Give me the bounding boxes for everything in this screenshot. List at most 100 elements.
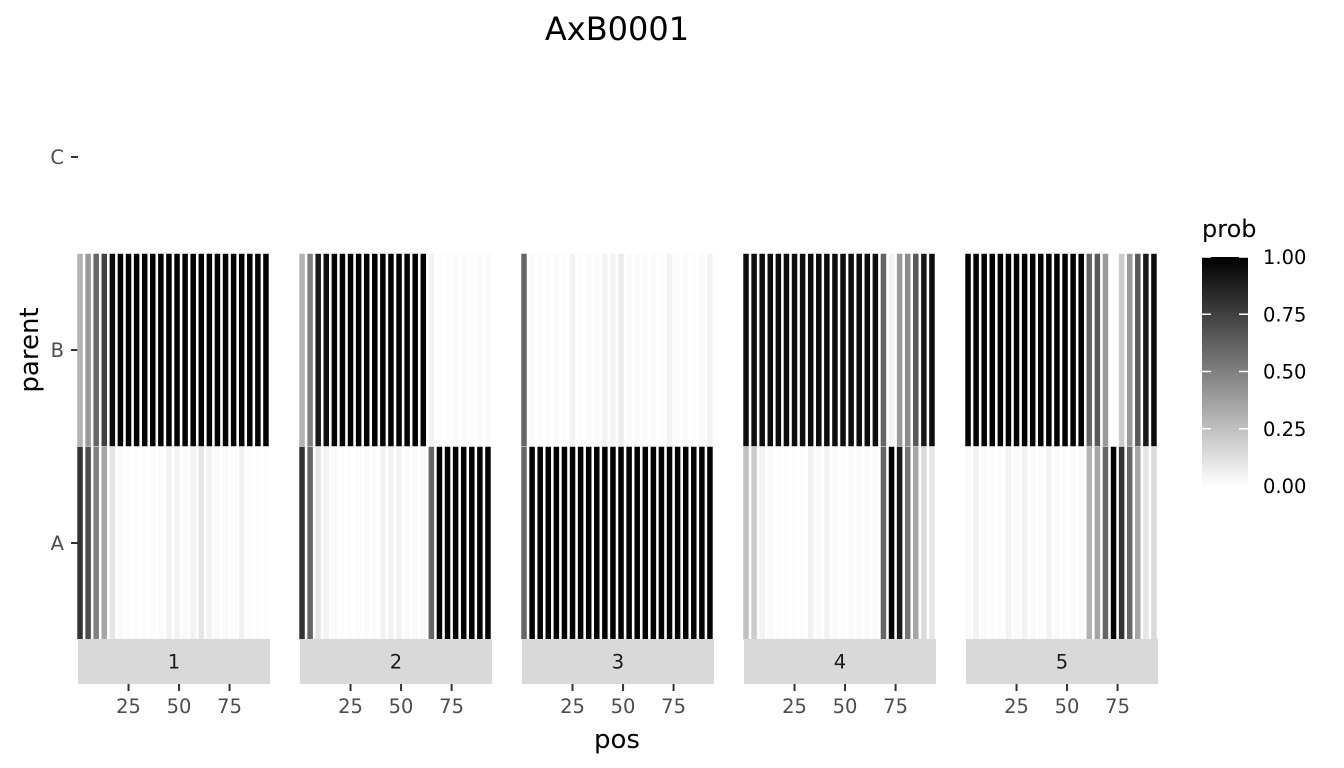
heat-cell xyxy=(545,253,552,447)
heat-cell xyxy=(1086,253,1093,447)
heat-cell xyxy=(1013,253,1020,447)
heat-cell xyxy=(929,446,935,640)
heat-cell xyxy=(363,253,370,447)
heat-cell xyxy=(816,253,822,447)
heat-cell xyxy=(117,446,124,640)
facet-strip-label: 2 xyxy=(390,651,402,674)
heat-cell xyxy=(674,446,681,640)
heat-cell xyxy=(347,253,354,447)
heat-cell xyxy=(125,253,132,447)
heat-cell xyxy=(1110,446,1117,640)
heat-cell xyxy=(1070,446,1076,640)
heat-cell xyxy=(372,446,378,640)
heat-cell xyxy=(1102,253,1109,447)
legend-label: 1.00 xyxy=(1263,246,1306,269)
heat-cell xyxy=(682,253,689,447)
heat-cell xyxy=(1029,446,1036,640)
heat-cell xyxy=(981,446,987,640)
heat-cell xyxy=(190,253,196,447)
facet-panel-4: 4 25 50 75 xyxy=(743,253,936,718)
heat-cell xyxy=(150,446,156,640)
x-tick-label: 25 xyxy=(1004,695,1029,718)
x-tick-label: 75 xyxy=(217,695,242,718)
legend-label: 0.25 xyxy=(1263,418,1306,441)
x-tick-label: 25 xyxy=(782,695,807,718)
heat-cell xyxy=(650,253,657,447)
heat-cell xyxy=(666,446,673,640)
heat-cell xyxy=(247,446,253,640)
heat-cell xyxy=(307,253,313,447)
heat-cell xyxy=(299,446,305,640)
heat-cell xyxy=(775,253,782,447)
heat-cell xyxy=(238,446,245,640)
heat-cell xyxy=(263,446,269,640)
heat-cell xyxy=(230,253,237,447)
heat-cell xyxy=(921,253,927,447)
heat-cell xyxy=(255,253,261,447)
heat-cell xyxy=(896,446,903,640)
facet-strip xyxy=(78,639,270,684)
heat-cell xyxy=(339,253,346,447)
heat-cell xyxy=(904,446,911,640)
heat-cell xyxy=(158,253,164,447)
heat-cell xyxy=(93,253,99,447)
heat-cell xyxy=(141,446,148,640)
heat-cell xyxy=(807,446,814,640)
heat-cell xyxy=(428,446,435,640)
heat-cell xyxy=(315,446,321,640)
heat-cell xyxy=(460,253,467,447)
heat-cell xyxy=(85,253,91,447)
heat-cell xyxy=(989,446,996,640)
x-tick-label: 50 xyxy=(167,695,192,718)
heat-cell xyxy=(444,446,451,640)
heat-cell xyxy=(707,446,713,640)
heat-cell xyxy=(913,253,919,447)
heat-cell xyxy=(751,253,757,447)
legend-label: 0.75 xyxy=(1263,303,1306,326)
heat-cell xyxy=(133,253,140,447)
heat-cell xyxy=(158,446,164,640)
heat-cell xyxy=(1021,253,1028,447)
heat-cell xyxy=(783,253,790,447)
heat-cell xyxy=(1143,446,1149,640)
heat-cell xyxy=(174,253,180,447)
heat-cell xyxy=(699,446,705,640)
heat-cell xyxy=(1102,446,1109,640)
heat-cell xyxy=(469,446,475,640)
heat-cell xyxy=(880,253,887,447)
facet-panel-1: 1 25 50 75 xyxy=(77,253,270,718)
heat-cell xyxy=(973,446,979,640)
heat-cell xyxy=(247,253,253,447)
heat-cell xyxy=(1143,253,1149,447)
heat-cell xyxy=(347,446,354,640)
heat-cell xyxy=(1078,446,1084,640)
heat-cell xyxy=(460,446,467,640)
heat-cell xyxy=(307,446,313,640)
heat-cell xyxy=(743,446,749,640)
heat-cell xyxy=(388,446,394,640)
x-tick-label: 75 xyxy=(661,695,686,718)
heat-cell xyxy=(485,253,491,447)
heat-cell xyxy=(791,446,798,640)
heat-cell xyxy=(521,253,527,447)
heat-cell xyxy=(658,253,665,447)
heat-cell xyxy=(751,446,757,640)
heat-cell xyxy=(634,446,640,640)
heat-cell xyxy=(775,446,782,640)
heat-cell xyxy=(666,253,673,447)
x-tick-label: 75 xyxy=(1105,695,1130,718)
x-tick-label: 50 xyxy=(833,695,858,718)
heat-cell xyxy=(1046,253,1052,447)
heat-cell xyxy=(965,253,971,447)
heat-cell xyxy=(363,446,370,640)
heat-cell xyxy=(133,446,140,640)
heat-cell xyxy=(150,253,156,447)
heat-cell xyxy=(864,446,871,640)
heat-cell xyxy=(791,253,798,447)
heat-cell xyxy=(965,446,971,640)
heat-cell xyxy=(404,253,410,447)
heat-cell xyxy=(109,253,116,447)
heat-cell xyxy=(214,253,221,447)
heat-cell xyxy=(404,446,410,640)
